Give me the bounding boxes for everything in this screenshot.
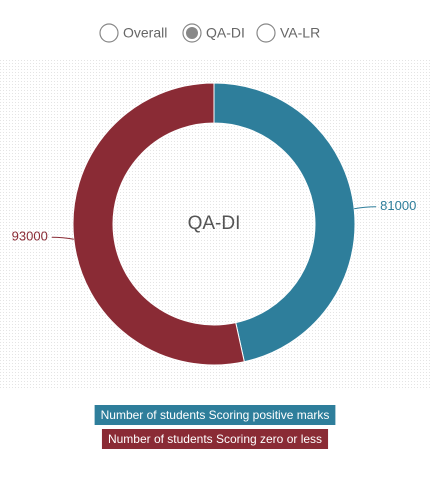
radio-label[interactable]: VA-LR: [280, 25, 320, 41]
radio-button[interactable]: [256, 23, 276, 43]
radio-dot: [186, 27, 198, 39]
radio-button[interactable]: [99, 23, 119, 43]
center-label: QA-DI: [188, 213, 241, 234]
leader-line: [51, 236, 74, 240]
data-label: 93000: [12, 229, 48, 244]
radio-label[interactable]: Overall: [123, 25, 167, 41]
legend-item: [101, 429, 329, 449]
radio-label[interactable]: QA-DI: [206, 25, 245, 41]
legend-label: Number of students Scoring zero or less: [108, 432, 322, 446]
legend-label: Number of students Scoring positive mark…: [101, 408, 330, 422]
legend-item: [94, 405, 336, 425]
data-label: 81000: [380, 198, 416, 213]
donut-slice: [72, 82, 245, 366]
leader-line: [354, 206, 377, 210]
donut-slice: [213, 82, 356, 363]
